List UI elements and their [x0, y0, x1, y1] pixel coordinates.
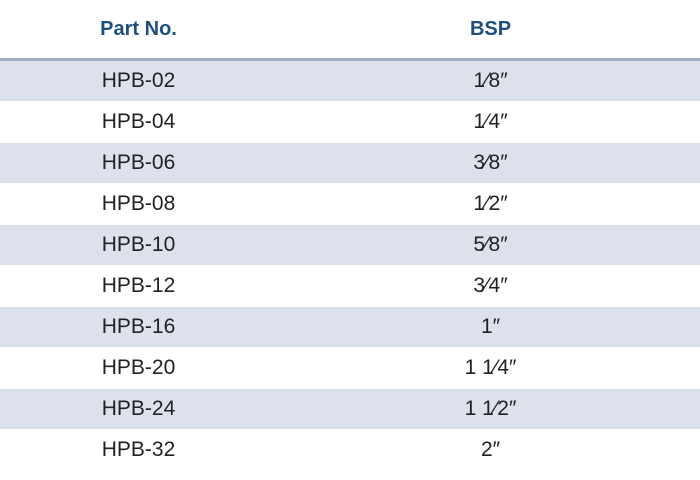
bsp-size-cell: 5⁄8″: [277, 224, 700, 266]
bsp-size-cell: 1″: [277, 306, 700, 348]
part-number-cell: HPB-10: [0, 224, 277, 266]
header-bsp: BSP: [277, 0, 700, 61]
table-row: HPB-12 3⁄4″: [0, 265, 700, 307]
bsp-size-cell: 1⁄2″: [277, 183, 700, 225]
header-part-no: Part No.: [0, 0, 277, 61]
table-row: HPB-32 2″: [0, 429, 700, 471]
table-body: HPB-02 1⁄8″ HPB-04 1⁄4″ HPB-06 3⁄8″ HPB-…: [0, 59, 700, 471]
bsp-size-cell: 3⁄4″: [277, 265, 700, 307]
table-row: HPB-06 3⁄8″: [0, 142, 700, 184]
bsp-size-cell: 1⁄8″: [277, 59, 700, 102]
bsp-size-cell: 1 1⁄2″: [277, 388, 700, 430]
table-row: HPB-16 1″: [0, 306, 700, 348]
table-row: HPB-24 1 1⁄2″: [0, 388, 700, 430]
bsp-size-cell: 1⁄4″: [277, 101, 700, 143]
part-number-cell: HPB-32: [0, 429, 277, 471]
part-number-cell: HPB-20: [0, 347, 277, 389]
table-header: Part No. BSP: [0, 0, 700, 61]
table-row: HPB-20 1 1⁄4″: [0, 347, 700, 389]
part-number-cell: HPB-12: [0, 265, 277, 307]
part-number-cell: HPB-24: [0, 388, 277, 430]
table-row: HPB-02 1⁄8″: [0, 59, 700, 102]
part-number-cell: HPB-04: [0, 101, 277, 143]
part-number-cell: HPB-08: [0, 183, 277, 225]
part-number-cell: HPB-02: [0, 59, 277, 102]
part-number-cell: HPB-16: [0, 306, 277, 348]
bsp-size-cell: 3⁄8″: [277, 142, 700, 184]
table-row: HPB-04 1⁄4″: [0, 101, 700, 143]
table-row: HPB-10 5⁄8″: [0, 224, 700, 266]
bsp-size-cell: 2″: [277, 429, 700, 471]
part-number-cell: HPB-06: [0, 142, 277, 184]
bsp-size-cell: 1 1⁄4″: [277, 347, 700, 389]
header-row: Part No. BSP: [0, 0, 700, 61]
table-row: HPB-08 1⁄2″: [0, 183, 700, 225]
